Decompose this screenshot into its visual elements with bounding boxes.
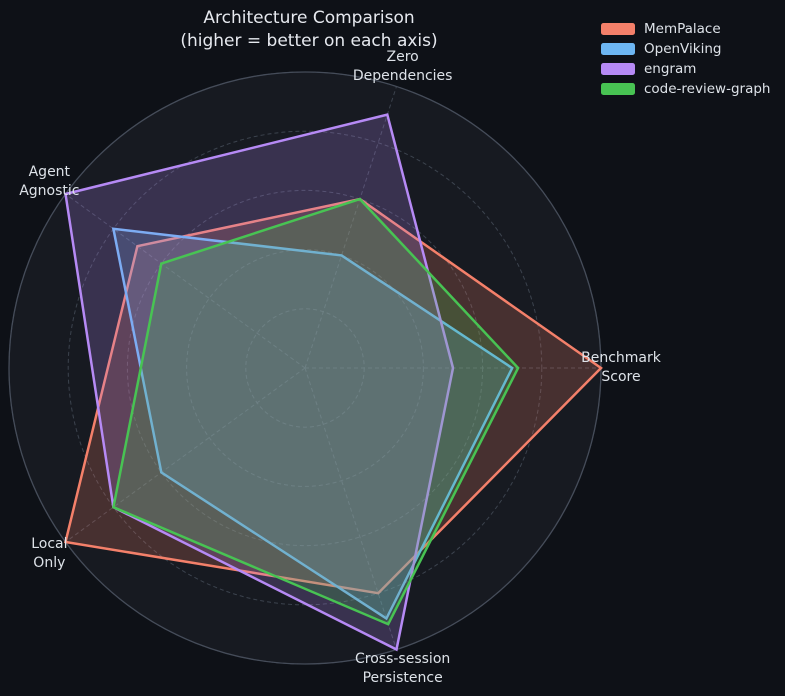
axis-label-local-only: Local Only — [31, 535, 68, 571]
series-fill-code-review-graph — [113, 199, 519, 625]
legend-item-engram: engram — [601, 59, 770, 79]
legend-item-code-review-graph: code-review-graph — [601, 79, 770, 99]
legend: MemPalace OpenViking engram code-review-gra… — [601, 19, 770, 99]
series-fill-engram — [65, 114, 453, 650]
legend-item-mempalace: MemPalace — [601, 19, 770, 39]
legend-label-code-review-graph: code-review-graph — [644, 81, 771, 97]
axis-label-agent-agnostic: Agent Agnostic — [19, 164, 80, 200]
series-fill-mempalace — [65, 199, 601, 594]
axis-label-cross-session-persistence: Cross-session Persistence — [355, 650, 451, 686]
chart-title-line1: Architecture Comparison — [203, 8, 415, 28]
axis-spoke-cross-session-persistence — [304, 367, 397, 650]
chart-title-line2: (higher = better on each axis) — [180, 31, 438, 51]
series-fill-openviking — [113, 228, 513, 619]
axis-label-benchmark-score: Benchmark Score — [581, 350, 661, 385]
legend-swatch-engram — [601, 63, 635, 75]
legend-label-mempalace: MemPalace — [644, 21, 721, 37]
series-line-code-review-graph — [111, 197, 520, 626]
axis-spoke-agent-agnostic — [65, 193, 306, 369]
legend-label-openviking: OpenViking — [644, 41, 722, 57]
grid-ring-4 — [186, 249, 424, 487]
axis-spoke-zero-dependencies — [304, 86, 397, 369]
legend-item-openviking: OpenViking — [601, 39, 770, 59]
series-line-openviking — [111, 227, 514, 621]
legend-swatch-openviking — [601, 43, 635, 55]
axis-label-zero-dependencies: Zero Dependencies — [352, 49, 453, 85]
legend-swatch-mempalace — [601, 23, 635, 35]
legend-label-engram: engram — [644, 61, 697, 77]
series-line-engram — [64, 113, 455, 652]
chart-title: Architecture Comparison (higher = better… — [180, 7, 437, 53]
legend-swatch-code-review-graph — [601, 83, 635, 95]
axis-spoke-local-only — [65, 367, 306, 543]
